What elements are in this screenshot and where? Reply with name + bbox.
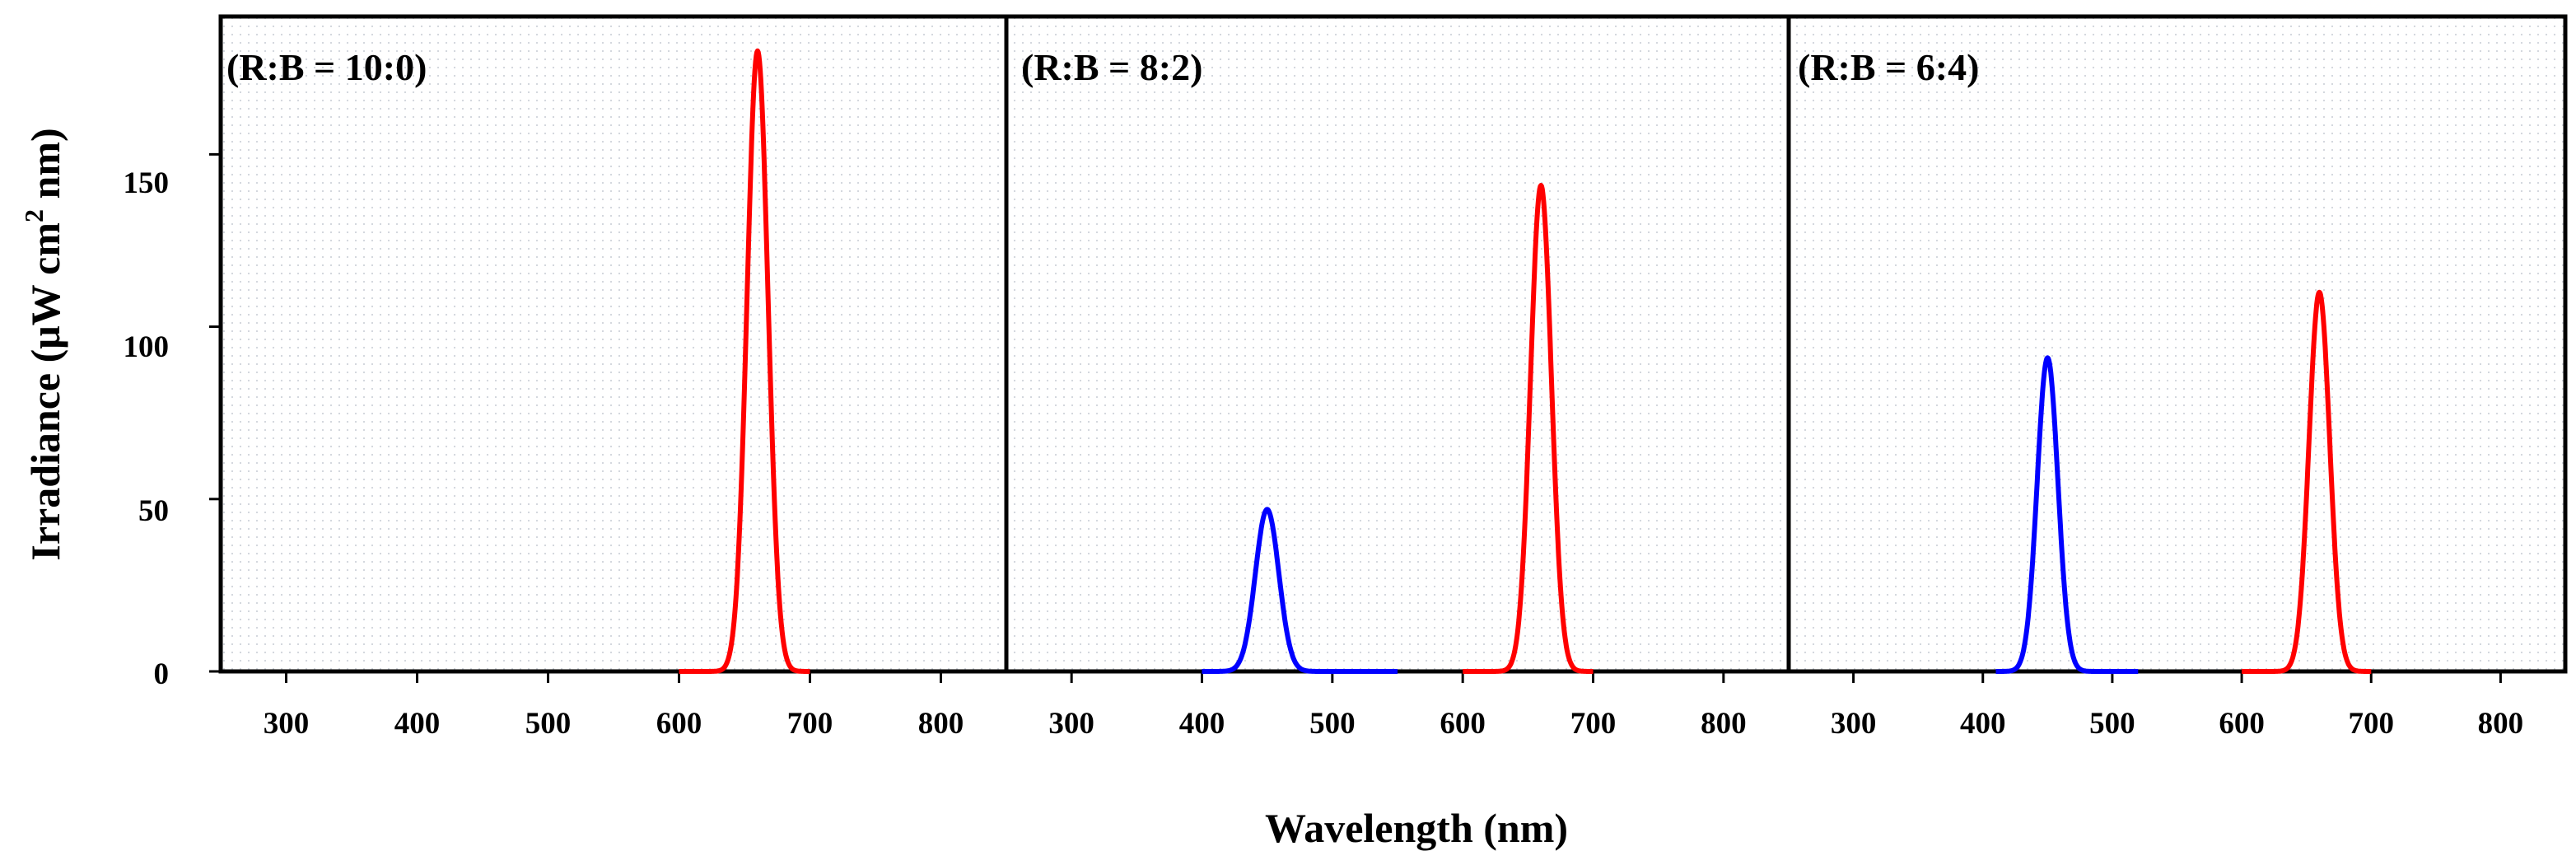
y-axis-title-sup: 2 — [19, 209, 49, 222]
x-tick-label: 800 — [1701, 707, 1747, 741]
x-tick-label: 800 — [2478, 707, 2524, 741]
y-tick-label: 150 — [124, 166, 170, 200]
x-tick-label: 400 — [1960, 707, 2006, 741]
series-red-panel-1 — [677, 48, 812, 674]
panel-title-1: (R:B = 10:0) — [226, 46, 427, 88]
y-axis-title-main: Irradiance (μW cm — [22, 222, 68, 561]
x-tick-label: 700 — [1570, 707, 1617, 741]
x-tick-label: 600 — [2219, 707, 2265, 741]
y-tick-label: 50 — [138, 494, 169, 528]
y-axis-title: Irradiance (μW cm2 nm) — [19, 128, 68, 560]
y-axis-title-tail: nm) — [22, 128, 68, 209]
panel-frame-3 — [1786, 14, 2568, 674]
x-tick-label: 300 — [264, 707, 310, 741]
x-tick-label: 700 — [2349, 707, 2395, 741]
x-tick-label: 300 — [1048, 707, 1094, 741]
x-tick-label: 500 — [2089, 707, 2135, 741]
y-tick-label: 100 — [124, 330, 170, 364]
y-tick-label: 0 — [154, 657, 170, 691]
x-tick-label: 400 — [394, 707, 441, 741]
x-tick-label: 500 — [525, 707, 572, 741]
x-tick-label: 300 — [1831, 707, 1877, 741]
plot-area — [209, 14, 2568, 683]
x-tick-labels: 300 400 500 600 700 800 300 400 500 600 700 800 300 4… — [264, 707, 2523, 741]
x-tick-label: 700 — [787, 707, 833, 741]
x-tick-label: 600 — [1440, 707, 1486, 741]
series-red-panel-3 — [2239, 289, 2373, 674]
x-tick-label: 800 — [918, 707, 964, 741]
series-blue-panel-2 — [1200, 507, 1400, 674]
plot-background — [222, 16, 2565, 671]
series-blue-panel-3 — [1994, 355, 2140, 674]
x-tick-label: 400 — [1179, 707, 1225, 741]
panel-title-3: (R:B = 6:4) — [1798, 46, 1979, 88]
x-tick-label: 500 — [1309, 707, 1356, 741]
x-axis-title: Wavelength (nm) — [1265, 805, 1568, 851]
y-tick-labels: 0 50 100 150 — [124, 166, 170, 691]
panel-title-2: (R:B = 8:2) — [1021, 46, 1202, 88]
x-tick-label: 600 — [656, 707, 702, 741]
series-red-panel-2 — [1461, 183, 1595, 674]
